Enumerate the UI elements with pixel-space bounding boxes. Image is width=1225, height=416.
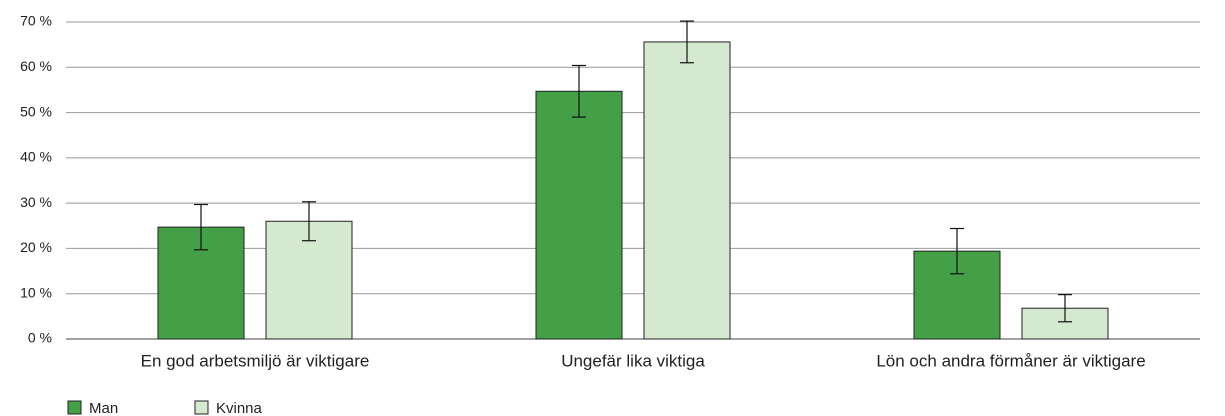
- x-tick-label: Ungefär lika viktiga: [561, 351, 705, 370]
- y-tick-label: 60 %: [20, 58, 52, 74]
- bar: [535, 90, 623, 340]
- legend-swatch: [67, 400, 82, 415]
- x-tick-label: Lön och andra förmåner är viktigare: [876, 351, 1145, 370]
- y-tick-label: 40 %: [20, 149, 52, 165]
- y-tick-label: 10 %: [20, 284, 52, 300]
- y-tick-label: 70 %: [20, 13, 52, 29]
- legend-label: Kvinna: [216, 400, 263, 416]
- x-tick-label: En god arbetsmiljö är viktigare: [141, 351, 370, 370]
- y-tick-label: 50 %: [20, 103, 52, 119]
- legend-swatch: [194, 400, 209, 415]
- y-tick-label: 20 %: [20, 239, 52, 255]
- legend-label: Man: [89, 400, 118, 416]
- bar: [643, 41, 731, 340]
- y-tick-label: 0 %: [28, 330, 52, 346]
- y-tick-label: 30 %: [20, 194, 52, 210]
